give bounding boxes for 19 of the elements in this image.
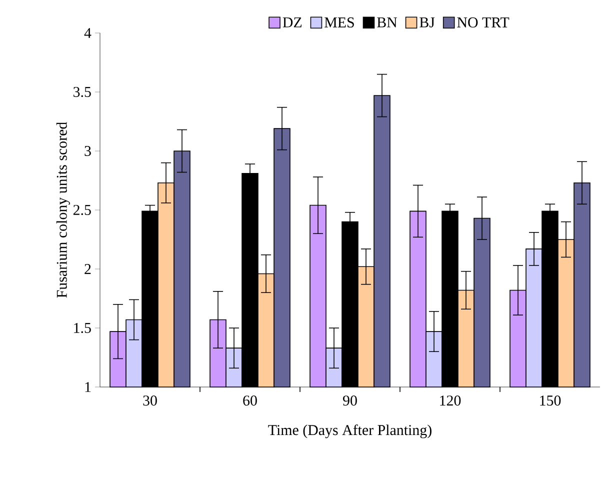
x-axis-title: Time (Days After Planting) (268, 424, 432, 438)
legend-label: BN (377, 17, 398, 28)
x-tick-label: 120 (440, 396, 461, 406)
legend-label: DZ (282, 17, 302, 28)
legend-label: BJ (420, 17, 435, 28)
x-tick-label: 30 (143, 396, 157, 406)
x-tick-label: 60 (243, 396, 257, 406)
y-tick-label: 2 (84, 264, 91, 274)
y-tick-label: 2.5 (73, 204, 91, 216)
x-tick-label: 90 (343, 396, 357, 406)
legend-label: NO TRT (457, 17, 510, 28)
y-tick-label: 4 (84, 28, 92, 38)
legend-label: MES (324, 17, 354, 28)
y-axis-title: Fusarium colony units scored (56, 122, 70, 298)
y-tick-label: 1.5 (74, 322, 91, 334)
x-tick-label: 150 (540, 396, 561, 406)
y-tick-label: 3.5 (74, 86, 91, 98)
y-tick-label: 1 (85, 382, 91, 392)
y-tick-label: 3 (84, 146, 91, 156)
